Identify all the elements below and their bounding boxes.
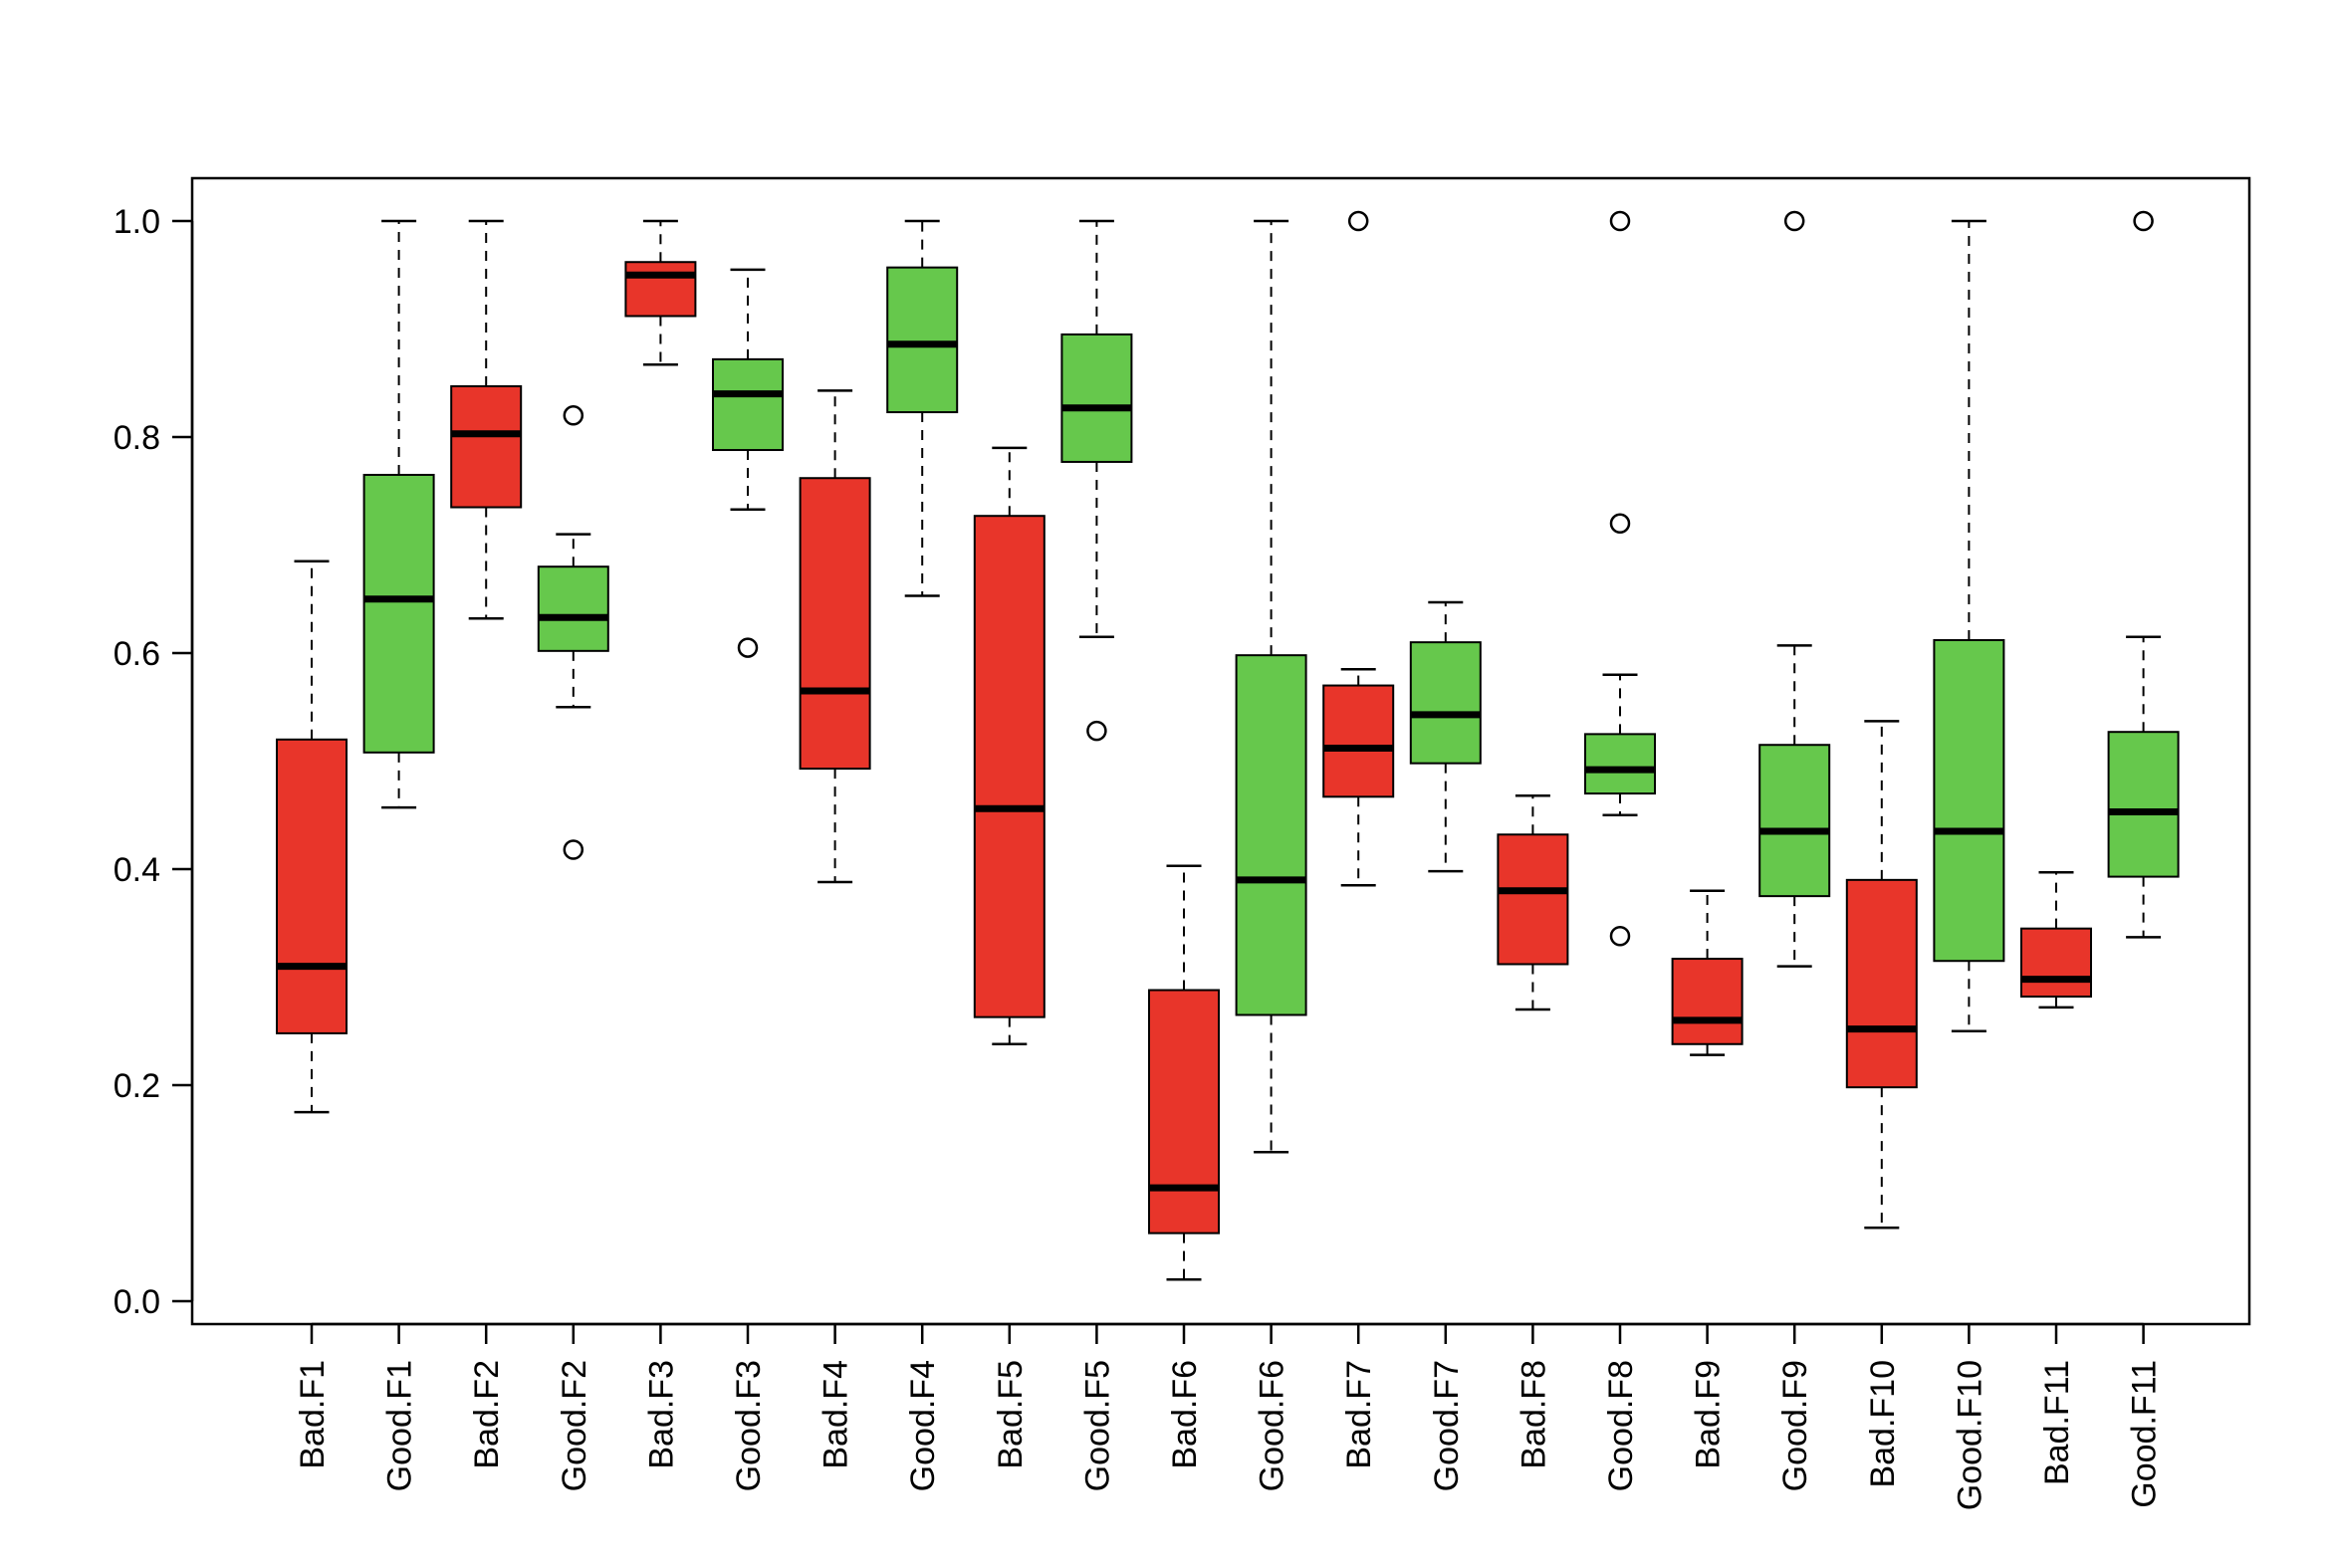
x-tick-label: Bad.F5	[992, 1360, 1030, 1469]
box-good-f2	[537, 405, 609, 860]
outlier-point	[2133, 210, 2154, 232]
box-rect	[1148, 989, 1220, 1234]
x-tick-label: Bad.F1	[294, 1360, 332, 1469]
y-tick-label: 0.2	[114, 1067, 160, 1105]
y-tick-label: 0.8	[114, 419, 160, 457]
plot-frame	[190, 176, 2251, 1326]
box-rect	[1322, 684, 1395, 798]
x-tick-label: Good.F9	[1776, 1360, 1814, 1491]
box-good-f5	[1060, 219, 1133, 742]
box-rect	[2107, 731, 2180, 878]
box-bad-f10	[1845, 720, 1918, 1230]
box-rect	[1584, 733, 1656, 795]
box-rect	[624, 261, 697, 318]
box-rect	[1845, 878, 1918, 1089]
outlier-point	[1086, 720, 1107, 742]
box-bad-f11	[2020, 871, 2092, 1009]
x-tick-label: Good.F7	[1428, 1360, 1466, 1491]
box-good-f4	[886, 219, 959, 597]
box-rect	[1497, 833, 1569, 966]
y-tick-label: 0.6	[114, 635, 160, 673]
x-tick-label: Bad.F4	[817, 1360, 855, 1469]
box-bad-f8	[1497, 793, 1569, 1011]
box-rect	[1409, 641, 1482, 765]
box-rect	[276, 738, 348, 1034]
x-tick-label: Bad.F10	[1864, 1360, 1902, 1488]
x-tick-label: Good.F5	[1078, 1360, 1116, 1491]
x-tick-label: Good.F8	[1602, 1360, 1640, 1491]
box-rect	[973, 515, 1046, 1018]
x-tick-label: Bad.F6	[1166, 1360, 1204, 1469]
box-rect	[362, 473, 435, 754]
box-bad-f2	[450, 219, 523, 620]
box-bad-f3	[624, 219, 697, 366]
outlier-point	[1783, 210, 1805, 232]
box-rect	[1235, 654, 1307, 1016]
box-rect	[450, 385, 523, 509]
x-tick-label: Good.F6	[1254, 1360, 1291, 1491]
box-good-f7	[1409, 600, 1482, 873]
box-rect	[537, 565, 609, 652]
box-good-f6	[1235, 219, 1307, 1154]
x-axis: Bad.F1 Good.F1 Bad.F2 Good.F2 Bad.F3 Good.F3 B…	[294, 1322, 2164, 1510]
box-good-f8	[1584, 210, 1656, 947]
x-tick-label: Good.F4	[904, 1360, 942, 1491]
box-good-f3	[712, 268, 784, 658]
y-tick-label: 1.0	[114, 203, 160, 241]
box-good-f10	[1933, 219, 2005, 1032]
boxes-layer	[276, 210, 2180, 1281]
x-tick-label: Good.F3	[730, 1360, 768, 1491]
x-tick-label: Good.F1	[381, 1360, 419, 1491]
y-tick-label: 0.4	[114, 851, 160, 889]
outlier-point	[563, 839, 584, 860]
x-tick-label: Good.F10	[1951, 1360, 1988, 1510]
box-bad-f7	[1322, 210, 1395, 887]
x-tick-label: Bad.F9	[1690, 1360, 1728, 1469]
y-tick-label: 0.0	[114, 1283, 160, 1321]
box-bad-f5	[973, 446, 1046, 1046]
x-tick-label: Bad.F3	[642, 1360, 680, 1469]
box-rect	[886, 266, 959, 414]
box-bad-f1	[276, 560, 348, 1114]
outlier-point	[737, 637, 759, 658]
y-axis: 0.0 0.2 0.4 0.6 0.8 1.0	[114, 203, 194, 1321]
outlier-point	[1609, 513, 1631, 535]
outlier-point	[1609, 210, 1631, 232]
x-tick-label: Bad.F2	[468, 1360, 506, 1469]
box-rect	[1671, 958, 1744, 1045]
box-rect	[799, 477, 871, 771]
x-tick-label: Good.F11	[2126, 1360, 2164, 1508]
box-good-f1	[362, 219, 435, 809]
box-rect	[1933, 638, 2005, 963]
box-good-f9	[1758, 210, 1831, 968]
box-bad-f4	[799, 389, 871, 884]
box-bad-f9	[1671, 889, 1744, 1056]
box-rect	[712, 357, 784, 452]
x-tick-label: Good.F2	[556, 1360, 593, 1491]
outlier-point	[1609, 926, 1631, 947]
x-tick-label: Bad.F11	[2038, 1360, 2076, 1485]
box-bad-f6	[1148, 864, 1220, 1281]
x-tick-label: Bad.F7	[1340, 1360, 1378, 1469]
box-rect	[1758, 744, 1831, 898]
box-good-f11	[2107, 210, 2180, 939]
x-tick-label: Bad.F8	[1515, 1360, 1552, 1469]
box-rect	[1060, 333, 1133, 463]
outlier-point	[563, 405, 584, 426]
box-rect	[2020, 927, 2092, 999]
outlier-point	[1347, 210, 1369, 232]
